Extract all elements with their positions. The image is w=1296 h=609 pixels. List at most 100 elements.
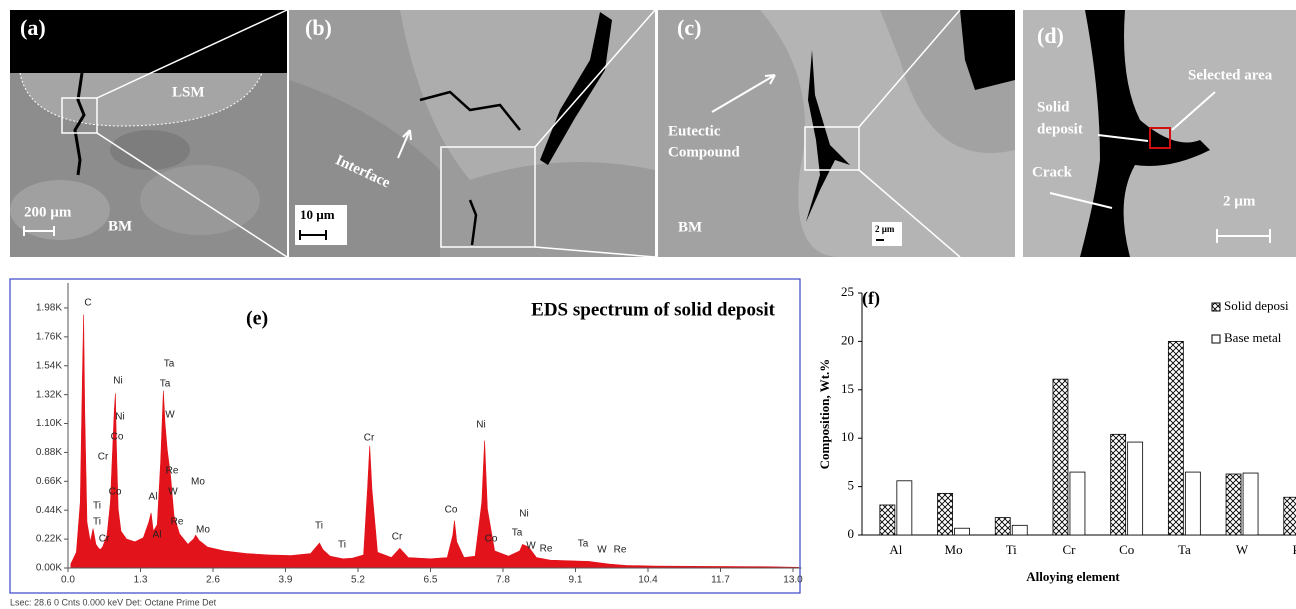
peak-label: Ni xyxy=(115,412,124,423)
peak-label: Al xyxy=(153,530,162,541)
peak-label: Mo xyxy=(196,525,210,536)
bar xyxy=(1283,496,1296,536)
bar xyxy=(1167,340,1184,536)
zoom-line xyxy=(858,169,961,258)
zoom-line xyxy=(858,9,961,128)
peak-label: Ti xyxy=(93,501,101,512)
x-tick-label: 1.3 xyxy=(134,575,148,586)
panel-label: (d) xyxy=(1037,23,1064,48)
bar xyxy=(937,492,953,536)
x-tick-label: 9.1 xyxy=(569,575,583,586)
scale-label: 200 µm xyxy=(24,204,72,220)
texture xyxy=(760,10,1015,257)
zoom-box xyxy=(804,126,860,171)
x-tick-label: 13.0 xyxy=(783,575,803,586)
panel-label: (e) xyxy=(246,308,268,330)
peak-label: W xyxy=(168,487,178,498)
peak-label: Ti xyxy=(93,517,101,528)
annotation: Crack xyxy=(1032,164,1073,180)
scale-bg xyxy=(872,222,902,246)
x-tick-label: Re xyxy=(1293,542,1296,557)
region-label: Compound xyxy=(668,144,740,160)
panel-label: (a) xyxy=(20,15,46,40)
panel-a: (a) LSM 200 µm BM xyxy=(10,9,288,258)
y-tick-label: 1.32K xyxy=(36,389,62,400)
scale-bg xyxy=(295,205,347,245)
zoom-box xyxy=(61,97,98,134)
panel-label: (f) xyxy=(862,288,880,309)
bar xyxy=(1011,524,1028,536)
peak-label: C xyxy=(84,298,91,309)
y-tick-label: 15 xyxy=(841,381,854,396)
y-axis-label: Composition, Wt.% xyxy=(817,359,832,470)
legend-label: Solid deposi xyxy=(1224,298,1289,313)
panel-b: (b) Interface 10 µm xyxy=(289,9,656,258)
bar xyxy=(994,517,1011,536)
legend-swatch xyxy=(1211,302,1221,312)
zoom-line xyxy=(534,9,656,148)
chart-title: EDS spectrum of solid deposit xyxy=(531,299,776,320)
panel-c: (c) Eutectic Compound BM 2 µm xyxy=(658,9,1015,258)
mount xyxy=(10,10,287,73)
panel-d: (d) Selected area Solid deposit Crack 2 … xyxy=(1023,10,1296,257)
x-tick-label: Mo xyxy=(945,542,963,557)
x-tick-label: Ta xyxy=(1178,542,1191,557)
x-tick-label: Cr xyxy=(1062,542,1076,557)
bar xyxy=(1110,433,1127,536)
bar xyxy=(954,527,970,536)
peak-label: Cr xyxy=(99,534,110,545)
region-label: BM xyxy=(108,218,132,234)
region-label: LSM xyxy=(172,84,205,100)
peak-label: Ni xyxy=(476,420,485,431)
peak-label: Ni xyxy=(519,509,528,520)
scale-bar xyxy=(1216,229,1271,243)
peak-label: Co xyxy=(485,534,498,545)
x-tick-label: 5.2 xyxy=(351,575,365,586)
x-tick-label: W xyxy=(1236,542,1249,557)
y-tick-label: 5 xyxy=(848,478,855,493)
scale-bar xyxy=(299,230,327,240)
peak-label: Co xyxy=(111,432,124,443)
x-tick-label: 7.8 xyxy=(496,575,510,586)
x-tick-label: 6.5 xyxy=(424,575,438,586)
peak-label: Mo xyxy=(191,477,205,488)
peak-label: Cr xyxy=(98,452,109,463)
peak-label: Re xyxy=(540,544,553,555)
peak-label: Ta xyxy=(578,539,589,550)
x-axis-label: Alloying element xyxy=(1026,569,1120,584)
bar xyxy=(1052,378,1069,536)
y-tick-label: 1.76K xyxy=(36,331,62,342)
zoom-line xyxy=(534,246,656,258)
y-tick-label: 1.98K xyxy=(36,303,62,314)
x-tick-label: 3.9 xyxy=(279,575,293,586)
crack xyxy=(540,12,612,165)
y-tick-label: 1.54K xyxy=(36,360,62,371)
panel-label: (b) xyxy=(305,15,332,40)
peak-label: Cr xyxy=(364,433,375,444)
arrow xyxy=(1171,91,1216,131)
panel-label: (c) xyxy=(677,15,701,40)
selected-area xyxy=(1149,127,1171,149)
annotation: deposit xyxy=(1037,121,1083,137)
annotation: Solid xyxy=(1037,99,1070,115)
peak-label: Ta xyxy=(164,359,175,370)
annotation: Selected area xyxy=(1188,67,1273,83)
peak-label: Ni xyxy=(113,376,122,387)
zoom-box xyxy=(440,146,536,248)
bar xyxy=(1069,471,1086,536)
peak-label: W xyxy=(165,410,175,421)
y-tick-label: 1.10K xyxy=(36,418,62,429)
zoom-line xyxy=(96,9,288,99)
x-tick-label: Co xyxy=(1119,542,1134,557)
y-tick-label: 0.00K xyxy=(36,563,62,574)
bar xyxy=(879,504,896,536)
arrow xyxy=(1097,134,1149,142)
bar xyxy=(1242,472,1259,536)
y-tick-label: 25 xyxy=(841,284,854,299)
legend-swatch xyxy=(1211,334,1221,344)
y-tick-label: 0.66K xyxy=(36,476,62,487)
peak-label: Co xyxy=(109,487,122,498)
y-tick-label: 10 xyxy=(841,429,854,444)
bar xyxy=(896,480,913,536)
